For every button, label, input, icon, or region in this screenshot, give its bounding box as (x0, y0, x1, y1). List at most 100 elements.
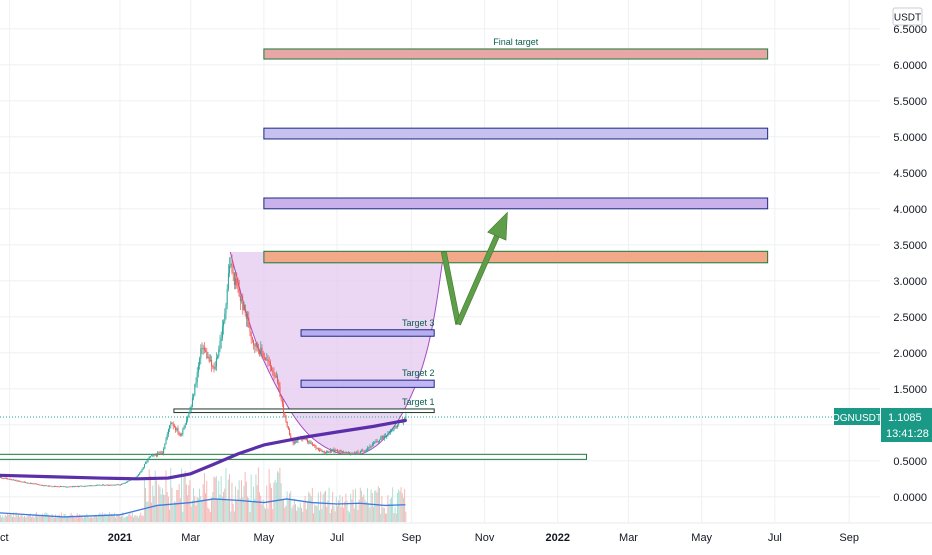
volume-bar (404, 489, 406, 522)
time-axis[interactable]: ct 2021 Mar May Jul Sep Nov 2022 Mar May Jul Sep (0, 522, 932, 550)
candle-body (345, 452, 347, 454)
target-zone[interactable] (300, 329, 435, 337)
candle-body (225, 304, 227, 314)
volume-bar (211, 497, 213, 522)
target-zone[interactable] (300, 379, 435, 388)
candle-body (377, 441, 379, 443)
volume-bar (113, 512, 115, 522)
volume-bar (334, 511, 336, 522)
volume-bar (163, 494, 165, 522)
volume-bar (65, 516, 67, 522)
volume-bar (80, 515, 82, 522)
candle-body (374, 442, 376, 444)
candle-body (19, 480, 21, 482)
candle-body (350, 453, 352, 455)
target-zone[interactable] (263, 250, 769, 264)
candle-body (87, 485, 89, 487)
volume-bar (363, 494, 365, 522)
target-zone[interactable] (263, 197, 769, 210)
volume-bar (52, 516, 54, 522)
volume-bar (214, 477, 216, 522)
volume-bar (83, 515, 85, 522)
candle-body (67, 486, 69, 488)
volume-bar (239, 498, 241, 522)
volume-bar (121, 516, 123, 522)
candle-body (337, 450, 339, 452)
candle-body (244, 304, 246, 313)
volume-bar (255, 474, 257, 522)
volume-bar (219, 494, 221, 522)
candle-body (362, 450, 364, 452)
candle-body (57, 486, 59, 488)
target-zone[interactable] (263, 48, 769, 60)
volume-bar (370, 489, 372, 522)
volume-bar (320, 491, 322, 522)
target-zone[interactable] (263, 127, 769, 140)
volume-bar (123, 517, 125, 522)
price-tick-label: 6.0000 (893, 60, 927, 72)
price-tick-label: 3.0000 (893, 276, 927, 288)
candle-body (212, 365, 214, 368)
volume-bar (275, 482, 277, 522)
candle-body (245, 312, 247, 319)
volume-bar (253, 486, 254, 522)
target-zones[interactable]: Final target Target 3 Target 2 Target 1 (0, 37, 769, 460)
volume-bar (267, 508, 269, 522)
candle-body (308, 441, 310, 443)
volume-bar (225, 467, 227, 522)
volume-bar (206, 480, 208, 522)
volume-bar (70, 512, 72, 522)
candle-body (43, 485, 45, 487)
candle-body (82, 486, 84, 487)
candle-body (37, 483, 39, 485)
time-tick-label: ct (0, 532, 9, 544)
candle-body (253, 339, 255, 345)
candle-body (295, 441, 297, 443)
candle-body (368, 447, 370, 449)
volume-bar (193, 488, 195, 522)
target-zone[interactable] (173, 408, 435, 414)
price-tick-label: 3.5000 (893, 240, 927, 252)
projection-arrow[interactable] (440, 211, 508, 326)
volume-bar (10, 514, 12, 522)
price-tick-label: 0.5000 (893, 456, 927, 468)
last-price-badge (881, 407, 932, 442)
volume-bar (297, 506, 299, 522)
volume-bar (170, 468, 172, 522)
volume-bar (260, 495, 262, 522)
time-tick-label: Nov (475, 532, 495, 544)
candle-body (321, 450, 323, 452)
candle-body (142, 467, 144, 469)
volume-bar (179, 498, 181, 522)
candle-body (153, 454, 155, 456)
price-axis[interactable]: 6.5000 6.0000 5.5000 5.0000 4.5000 4.0000 3.50… (881, 0, 932, 550)
volume-bar (200, 495, 202, 522)
volume-bar (195, 505, 197, 522)
candle-body (203, 347, 205, 350)
volume-bar (3, 517, 5, 522)
candle-body (117, 484, 119, 486)
volume-bar (315, 505, 317, 522)
volume-bar (304, 496, 306, 522)
price-tick-label: 5.0000 (893, 132, 927, 144)
volume-bar (256, 485, 258, 522)
candle-body (21, 481, 23, 483)
volume-bar (229, 474, 230, 522)
volume-bar (119, 516, 121, 522)
volume-bar (381, 496, 383, 522)
volume-bar (279, 467, 281, 522)
target-zone[interactable] (0, 453, 588, 460)
volume-bar (271, 488, 272, 522)
target-label: Target 1 (402, 397, 435, 407)
volume-bar (232, 503, 234, 522)
candle-body (329, 449, 331, 452)
candle-body (392, 430, 394, 432)
candle-body (1, 477, 3, 479)
candle-body (286, 421, 288, 427)
candle-body (226, 288, 228, 305)
volume-bar (217, 498, 219, 522)
candle-body (352, 453, 354, 455)
candle-body (315, 445, 317, 448)
